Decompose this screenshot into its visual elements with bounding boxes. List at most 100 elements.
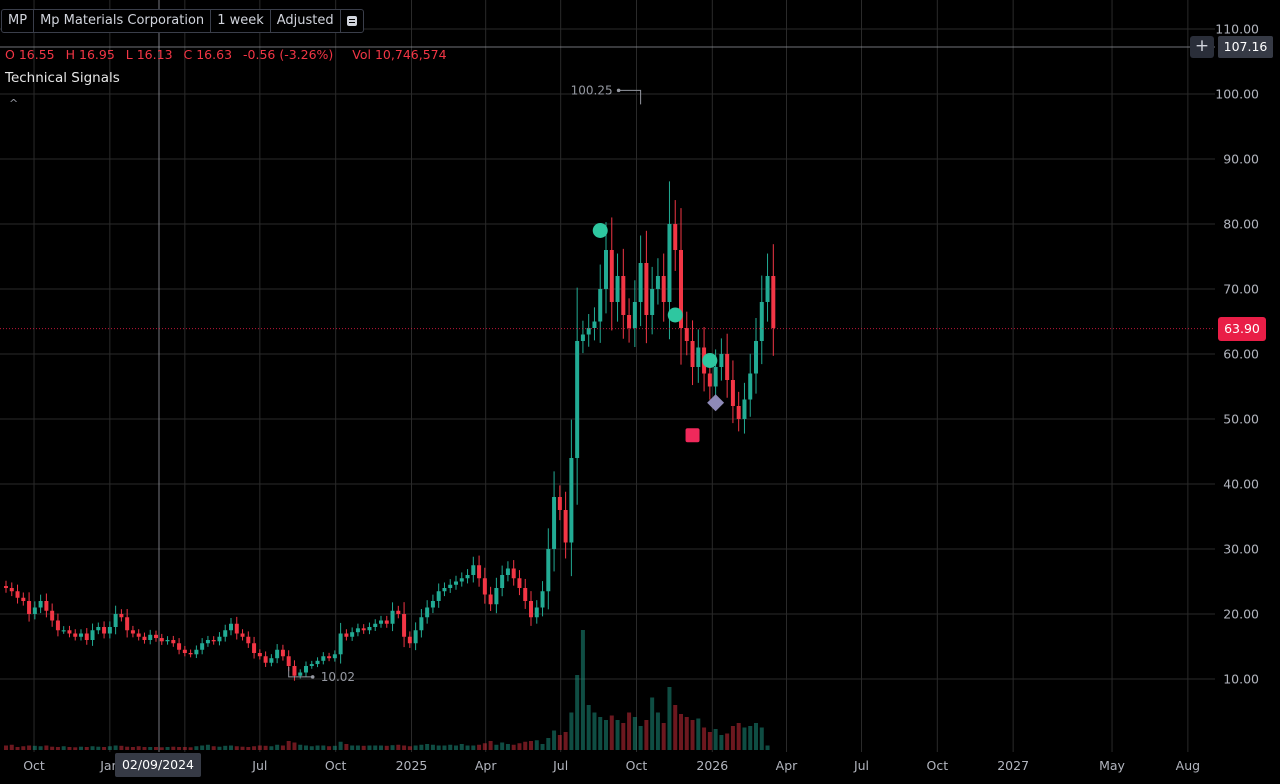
menu-icon xyxy=(346,16,357,26)
candle-body xyxy=(430,601,435,608)
add-alert-button[interactable]: + xyxy=(1190,36,1214,58)
candle-body xyxy=(557,497,562,510)
volume-bar xyxy=(586,705,591,750)
volume-bar xyxy=(384,745,389,750)
volume-bar xyxy=(448,744,453,750)
candle-body xyxy=(159,638,164,642)
candle-body xyxy=(298,672,303,676)
price-axis[interactable]: 10.00 20.00 30.00 40.00 50.00 60.00 70.00 80.00… xyxy=(1215,22,1259,687)
candle-body xyxy=(194,649,199,655)
volume-bar xyxy=(557,735,562,750)
candle-body xyxy=(61,630,66,632)
low-marker-line xyxy=(288,666,313,678)
candle-body xyxy=(759,302,764,341)
time-tick-label: Oct xyxy=(325,758,347,773)
interval-selector[interactable]: 1 week xyxy=(211,10,271,32)
candle-body xyxy=(725,354,730,380)
candle-body xyxy=(367,627,372,631)
volume-bar xyxy=(707,732,712,750)
price-tick-label: 100.00 xyxy=(1215,87,1259,102)
time-tick-label: Oct xyxy=(23,758,45,773)
candle-body xyxy=(511,568,516,579)
volume-bar xyxy=(523,741,528,750)
candle-body xyxy=(477,565,482,579)
candle-body xyxy=(598,289,603,322)
volume-bar xyxy=(298,744,303,750)
volume-bar xyxy=(304,745,308,750)
volume-bar xyxy=(736,723,741,750)
collapse-caret-icon[interactable]: ^ xyxy=(9,97,19,110)
candle-body xyxy=(719,354,724,367)
volume-bar xyxy=(240,746,245,750)
candle-body xyxy=(442,588,447,592)
volume-bar xyxy=(534,740,539,750)
volume-bar xyxy=(482,743,487,750)
volume-bar xyxy=(419,744,424,750)
candle-body xyxy=(644,263,649,315)
volume-bar xyxy=(511,744,516,750)
volume-bar xyxy=(130,747,135,750)
candle-body xyxy=(540,591,545,608)
candle-body xyxy=(425,607,430,618)
volume-bar xyxy=(9,744,14,750)
volume-bar xyxy=(125,746,130,750)
company-name[interactable]: Mp Materials Corporation xyxy=(34,10,212,32)
volume-bar xyxy=(61,746,66,750)
volume-bar xyxy=(275,744,280,750)
volume-bar xyxy=(494,744,499,750)
indicator-legend[interactable]: Technical Signals xyxy=(5,70,120,86)
candle-body xyxy=(696,347,701,367)
candle-body xyxy=(246,636,251,644)
time-tick-label: 2025 xyxy=(396,758,428,773)
candle-body xyxy=(21,597,26,601)
volume-bar xyxy=(194,746,199,750)
volume-bar xyxy=(477,744,482,750)
candle-body xyxy=(736,406,741,419)
candle-body xyxy=(546,549,551,592)
symbol-ticker[interactable]: MP xyxy=(2,10,35,32)
candle-body xyxy=(494,588,499,605)
volume-bar xyxy=(361,745,366,750)
volume-bar xyxy=(338,741,343,750)
price-tick-label: 90.00 xyxy=(1223,152,1259,167)
volume-bar xyxy=(407,746,412,750)
volume-bar xyxy=(177,747,182,750)
candle-body xyxy=(309,664,314,666)
candle-body xyxy=(730,380,735,406)
menu-button[interactable] xyxy=(341,10,363,32)
volume-bar xyxy=(309,746,314,750)
candle-body xyxy=(552,497,557,549)
candle-body xyxy=(638,263,643,302)
signal-circle xyxy=(702,353,718,368)
adjustment-toggle[interactable]: Adjusted xyxy=(271,10,341,32)
candle-body xyxy=(529,601,533,618)
volume-bar xyxy=(621,723,626,750)
volume-bar xyxy=(546,738,551,750)
volume-value: Vol 10,746,574 xyxy=(352,47,447,62)
candle-body xyxy=(407,636,412,644)
symbol-toolbar[interactable]: MP Mp Materials Corporation 1 week Adjus… xyxy=(1,9,364,33)
time-tick-label: 2026 xyxy=(696,758,728,773)
candle-body xyxy=(154,634,158,639)
candle-body xyxy=(632,302,637,328)
candle-body xyxy=(350,632,355,637)
volume-bar xyxy=(592,712,597,750)
volume-bar xyxy=(650,697,655,750)
candle-body xyxy=(373,623,378,627)
candle-body xyxy=(234,623,239,634)
candle-body xyxy=(9,588,14,592)
volume-bar xyxy=(113,745,118,750)
volume-bar xyxy=(379,745,383,750)
price-tick-label: 60.00 xyxy=(1223,347,1259,362)
chart-overlay: 100.25 10.02 xyxy=(0,0,1215,752)
candle-body xyxy=(448,584,453,588)
candle-body xyxy=(771,276,776,328)
candle-body xyxy=(142,636,147,640)
candle-body xyxy=(44,601,49,611)
volume-bar xyxy=(702,727,707,750)
volume-bar xyxy=(246,747,251,750)
volume-bar xyxy=(27,745,32,750)
candle-body xyxy=(338,633,343,655)
volume-bar xyxy=(604,720,608,750)
